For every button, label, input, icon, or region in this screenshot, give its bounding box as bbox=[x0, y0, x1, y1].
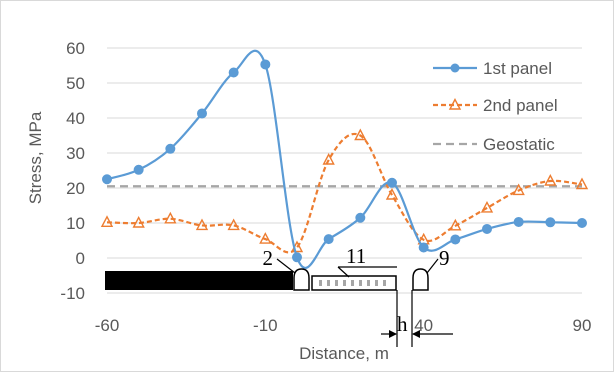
y-tick-label: 20 bbox=[66, 179, 85, 198]
data-point bbox=[545, 217, 556, 228]
annotation-11: 11 bbox=[346, 244, 366, 268]
data-point bbox=[544, 173, 557, 186]
series-line bbox=[106, 132, 583, 254]
data-point bbox=[323, 234, 334, 245]
data-point bbox=[577, 218, 587, 228]
data-point bbox=[102, 174, 112, 185]
legend-marker bbox=[448, 97, 462, 110]
y-tick-label: 30 bbox=[66, 144, 85, 163]
data-point bbox=[197, 108, 207, 119]
series-lines bbox=[100, 49, 589, 269]
mining-schematic: 2 11 9 h bbox=[105, 244, 453, 347]
y-tick-label: 10 bbox=[66, 214, 85, 233]
data-point bbox=[385, 187, 399, 200]
data-point bbox=[482, 223, 492, 234]
y-tick-label: 40 bbox=[66, 109, 85, 128]
x-axis-title: Distance, m bbox=[299, 344, 389, 363]
data-point bbox=[418, 242, 429, 253]
y-tick-label: 0 bbox=[76, 249, 85, 268]
data-point bbox=[259, 232, 272, 244]
data-point bbox=[480, 200, 494, 213]
data-point bbox=[227, 218, 240, 231]
data-point bbox=[195, 218, 209, 231]
y-tick-label: 50 bbox=[66, 74, 85, 93]
data-point bbox=[165, 143, 176, 154]
data-point bbox=[449, 218, 462, 231]
data-point bbox=[260, 59, 271, 70]
annotation-h: h bbox=[397, 312, 408, 336]
data-point bbox=[387, 177, 397, 188]
x-tick-label: -10 bbox=[253, 316, 278, 335]
legend-marker bbox=[450, 63, 460, 73]
solid-panel-block bbox=[105, 271, 293, 290]
x-tick-label: 40 bbox=[414, 316, 433, 335]
data-point bbox=[355, 212, 366, 223]
series-group bbox=[102, 49, 587, 269]
h-arrow-left-head bbox=[389, 330, 397, 338]
data-point bbox=[450, 234, 461, 245]
legend-item: 1st panel bbox=[433, 59, 552, 78]
data-point bbox=[228, 67, 239, 78]
legend: 1st panel 2nd panel Geostatic bbox=[433, 59, 558, 154]
legend-item: 2nd panel bbox=[433, 96, 558, 115]
label-9-leader bbox=[426, 258, 439, 274]
data-point bbox=[100, 215, 114, 228]
label-2-leader bbox=[276, 258, 296, 274]
legend-label: 2nd panel bbox=[483, 96, 558, 115]
gridlines bbox=[107, 47, 582, 294]
data-point bbox=[322, 152, 335, 165]
tick-labels: -10 0 10 20 30 40 50 60 -60 -10 40 90 bbox=[60, 39, 591, 335]
data-point bbox=[512, 183, 525, 196]
y-tick-label: 60 bbox=[66, 39, 85, 58]
label-11-leader-diag bbox=[337, 266, 350, 278]
data-point bbox=[575, 177, 589, 190]
entry-2-symbol bbox=[293, 268, 310, 291]
annotation-2: 2 bbox=[263, 246, 274, 270]
annotation-9: 9 bbox=[439, 246, 450, 270]
data-point bbox=[292, 252, 302, 263]
entry-9-symbol bbox=[412, 268, 429, 291]
legend-item: Geostatic bbox=[433, 135, 555, 154]
x-tick-label: 90 bbox=[573, 316, 592, 335]
data-point bbox=[133, 164, 144, 175]
h-arrow-right-head bbox=[412, 330, 420, 338]
series-group bbox=[100, 128, 589, 254]
legend-label: Geostatic bbox=[483, 135, 555, 154]
y-axis-title: Stress, MPa bbox=[26, 111, 45, 204]
x-tick-label: -60 bbox=[95, 316, 120, 335]
data-point bbox=[164, 211, 177, 224]
legend-label: 1st panel bbox=[483, 59, 552, 78]
data-point bbox=[354, 128, 367, 141]
y-tick-label: -10 bbox=[60, 284, 85, 303]
data-point bbox=[513, 216, 524, 227]
data-point bbox=[132, 215, 145, 228]
